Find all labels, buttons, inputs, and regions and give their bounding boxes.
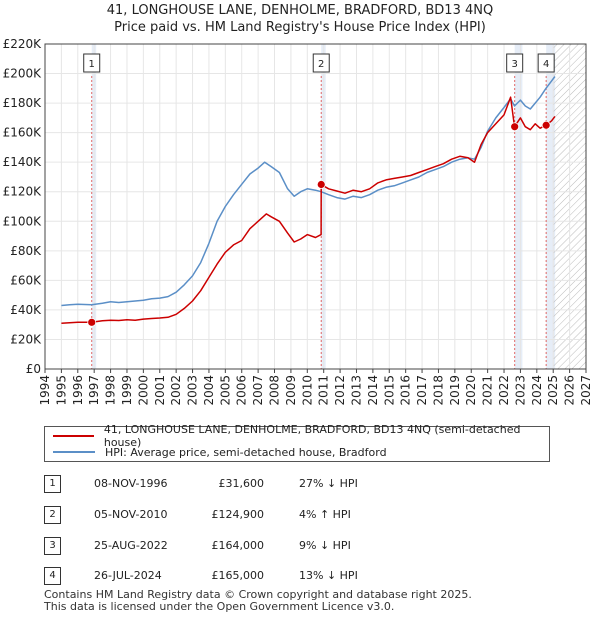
plot-frame [44,43,587,370]
transaction-hpi-change: 9% ↓ HPI [299,539,351,552]
transaction-number-badge: 4 [44,567,61,585]
x-tick-label: 1995 [54,375,68,406]
legend-swatch-hpi [53,451,95,453]
x-tick-label: 2009 [284,375,298,406]
footer: Contains HM Land Registry data © Crown c… [44,589,472,613]
sale-label: 2 [318,59,324,70]
sale-point [541,120,551,130]
legend-swatch-property [53,435,94,437]
sale-shade [546,44,556,369]
x-tick-label: 2011 [317,375,331,406]
x-tick-label: 2010 [300,375,314,406]
y-tick-label: £120K [3,185,43,199]
transaction-row: 4 26-JUL-2024 £165,000 13% ↓ HPI [44,567,564,585]
price-chart: £0 £20K £40K £60K £80K £100K £120K £140K £160K £1… [3,37,593,406]
transaction-row: 2 05-NOV-2010 £124,900 4% ↑ HPI [44,506,564,524]
x-tick-label: 2006 [235,375,249,406]
y-tick-label: £160K [3,126,43,140]
legend-label-property: 41, LONGHOUSE LANE, DENHOLME, BRADFORD, … [103,423,521,449]
x-tick-label: 2000 [136,375,150,406]
transaction-date: 08-NOV-1996 [94,477,168,490]
y-tick-label: £100K [3,214,43,228]
x-tick-label: 2014 [366,375,380,406]
sale-label-box [312,53,330,73]
x-tick-label: 2022 [497,375,511,406]
x-tick-label: 2017 [415,375,429,406]
transaction-row: 3 25-AUG-2022 £164,000 9% ↓ HPI [44,537,564,555]
x-tick-label: 2025 [546,375,560,406]
sale-label: 3 [511,59,517,70]
y-tick-label: £60K [10,273,42,287]
x-tick-label: 2024 [530,375,544,406]
transaction-price: £165,000 [211,569,265,582]
x-tick-label: 2012 [333,375,347,406]
x-tick-label: 1998 [104,375,118,406]
transaction-price: £164,000 [211,539,265,552]
x-tick-label: 2016 [399,375,413,406]
x-tick-label: 2008 [268,375,282,406]
transaction-hpi-change: 13% ↓ HPI [299,569,358,582]
x-tick-label: 1999 [120,375,134,406]
hpi-line [61,76,556,307]
sale-label-box [506,53,524,73]
transaction-number-badge: 2 [44,506,61,524]
y-tick-label: £20K [10,332,42,346]
x-tick-label: 2015 [382,375,396,406]
y-tick-label: £40K [10,303,42,317]
sale-label: 4 [543,59,549,70]
sale-label: 1 [89,59,95,70]
transaction-date: 25-AUG-2022 [94,539,168,552]
sale-point [87,317,97,327]
transaction-row: 1 08-NOV-1996 £31,600 27% ↓ HPI [44,475,564,493]
x-tick-label: 2013 [349,375,363,406]
x-tick-label: 2021 [481,375,495,406]
x-tick-label: 2007 [251,375,265,406]
sale-shade [514,44,523,369]
x-tick-label: 2004 [202,375,216,406]
x-tick-label: 1997 [87,375,101,406]
x-tick-label: 2001 [153,375,167,406]
legend: 41, LONGHOUSE LANE, DENHOLME, BRADFORD, … [44,423,550,462]
y-tick-label: £200K [3,67,43,81]
x-tick-label: 2026 [563,375,577,406]
x-tick-label: 2020 [464,375,478,406]
y-tick-label: £220K [3,37,43,51]
legend-item-property: 41, LONGHOUSE LANE, DENHOLME, BRADFORD, … [53,423,549,449]
x-tick-label: 2002 [169,375,183,406]
footer-copyright: Contains HM Land Registry data © Crown c… [44,588,472,601]
x-tick-label: 1996 [71,375,85,406]
footer-licence: This data is licensed under the Open Gov… [44,600,395,613]
y-tick-label: £180K [3,96,43,110]
x-tick-label: 1994 [38,375,52,406]
sale-label-box [537,53,555,73]
transaction-price: £31,600 [218,477,265,490]
chart-title: 41, LONGHOUSE LANE, DENHOLME, BRADFORD, … [106,3,494,18]
x-tick-label: 2018 [431,375,445,406]
y-tick-label: £0 [26,362,41,376]
chart-subtitle: Price paid vs. HM Land Registry's House … [114,20,486,35]
chart-title-block: 41, LONGHOUSE LANE, DENHOLME, BRADFORD, … [0,2,600,36]
transaction-price: £124,900 [211,508,265,521]
x-tick-label: 2023 [513,375,527,406]
sale-point [510,122,520,132]
x-tick-label: 2005 [218,375,232,406]
transaction-date: 26-JUL-2024 [94,569,162,582]
sale-point [316,180,326,189]
y-tick-label: £80K [10,244,42,258]
plot-area [45,44,586,369]
transaction-number-badge: 3 [44,537,61,555]
transaction-number-badge: 1 [44,475,61,493]
x-tick-label: 2019 [448,375,462,406]
x-tick-label: 2003 [186,375,200,406]
x-tick-label: 2027 [579,375,593,406]
legend-label-hpi: HPI: Average price, semi-detached house,… [105,445,387,459]
transaction-hpi-change: 4% ↑ HPI [299,508,351,521]
legend-item-hpi: HPI: Average price, semi-detached house,… [53,444,387,460]
y-tick-label: £140K [3,155,43,169]
transaction-date: 05-NOV-2010 [94,508,168,521]
sale-label-box [83,53,101,73]
transaction-hpi-change: 27% ↓ HPI [299,477,358,490]
